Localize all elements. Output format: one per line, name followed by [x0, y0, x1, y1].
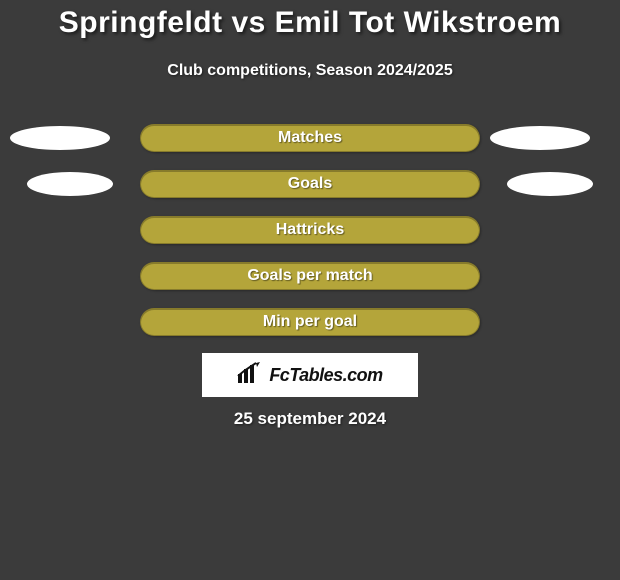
left-value-ellipse — [10, 126, 110, 150]
metric-label: Goals — [288, 175, 332, 193]
metric-bar: Matches — [140, 124, 480, 152]
metric-bar: Hattricks — [140, 216, 480, 244]
metric-row: Min per goal — [0, 308, 620, 336]
subtitle: Club competitions, Season 2024/2025 — [0, 62, 620, 80]
metric-label: Matches — [278, 129, 342, 147]
bar-chart-icon — [237, 362, 263, 389]
metric-bar: Min per goal — [140, 308, 480, 336]
metric-bar: Goals per match — [140, 262, 480, 290]
page-title: Springfeldt vs Emil Tot Wikstroem — [0, 6, 620, 40]
metric-row: Goals per match — [0, 262, 620, 290]
comparison-chart: Springfeldt vs Emil Tot Wikstroem Club c… — [0, 0, 620, 580]
metric-row: Hattricks — [0, 216, 620, 244]
left-value-ellipse — [27, 172, 113, 196]
metric-label: Hattricks — [276, 221, 344, 239]
metric-bar: Goals — [140, 170, 480, 198]
metric-label: Goals per match — [247, 267, 372, 285]
logo-box: FcTables.com — [202, 353, 418, 397]
right-value-ellipse — [507, 172, 593, 196]
logo-text: FcTables.com — [269, 365, 382, 386]
metric-row: Goals — [0, 170, 620, 198]
metric-label: Min per goal — [263, 313, 357, 331]
date-label: 25 september 2024 — [0, 409, 620, 429]
metric-row: Matches — [0, 124, 620, 152]
right-value-ellipse — [490, 126, 590, 150]
